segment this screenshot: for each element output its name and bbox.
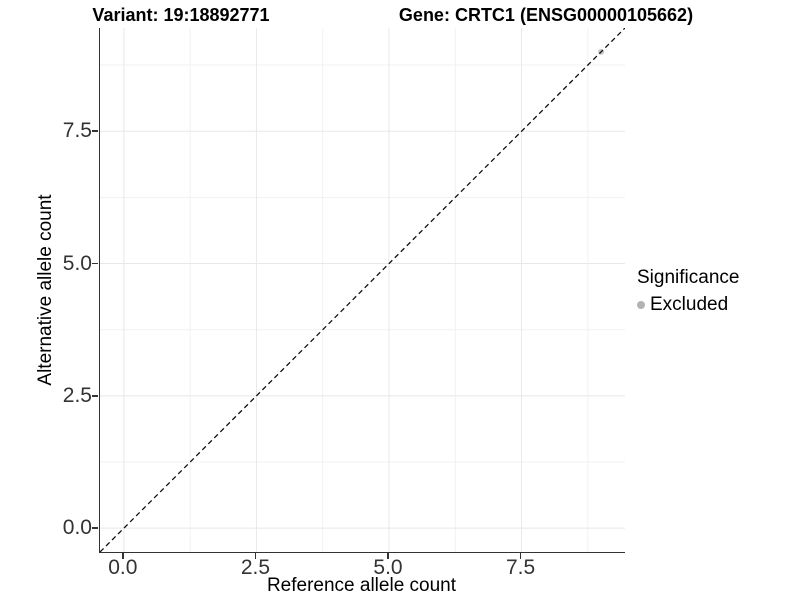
legend-entries: Excluded [637,294,739,316]
y-tick-label: 0.0 [62,516,92,540]
plot-panel [99,28,625,553]
identity-reference-line [100,28,625,552]
legend-title: Significance [637,267,740,288]
legend-entry-label: Excluded [650,294,729,315]
x-tick-label: 0.0 [108,556,138,579]
legend-entry-excluded: Excluded [637,294,739,316]
legend: Significance Excluded [637,267,739,316]
x-tick-mark [254,553,257,559]
y-tick-mark [92,262,98,265]
y-tick-mark [92,527,98,529]
plot-title-variant: Variant: 19:18892771 [92,5,270,25]
x-tick-mark [387,553,389,559]
x-tick-mark [122,553,124,559]
x-tick-mark [519,553,522,559]
x-tick-label: 5.0 [373,556,403,579]
chart-svg [100,28,625,552]
y-axis-title: Alternative allele count [35,194,56,386]
x-tick-label: 7.5 [505,556,536,579]
legend-marker-circle-icon [637,301,645,309]
x-axis-title: Reference allele count [266,575,457,596]
y-tick-label: 7.5 [62,119,92,143]
y-tick-mark [92,395,98,397]
y-tick-label: 2.5 [62,383,92,407]
x-tick-label: 2.5 [240,556,271,579]
plot-title-gene: Gene: CRTC1 (ENSG00000105662) [398,5,694,25]
y-tick-label: 5.0 [62,251,92,275]
y-tick-mark [92,130,98,132]
